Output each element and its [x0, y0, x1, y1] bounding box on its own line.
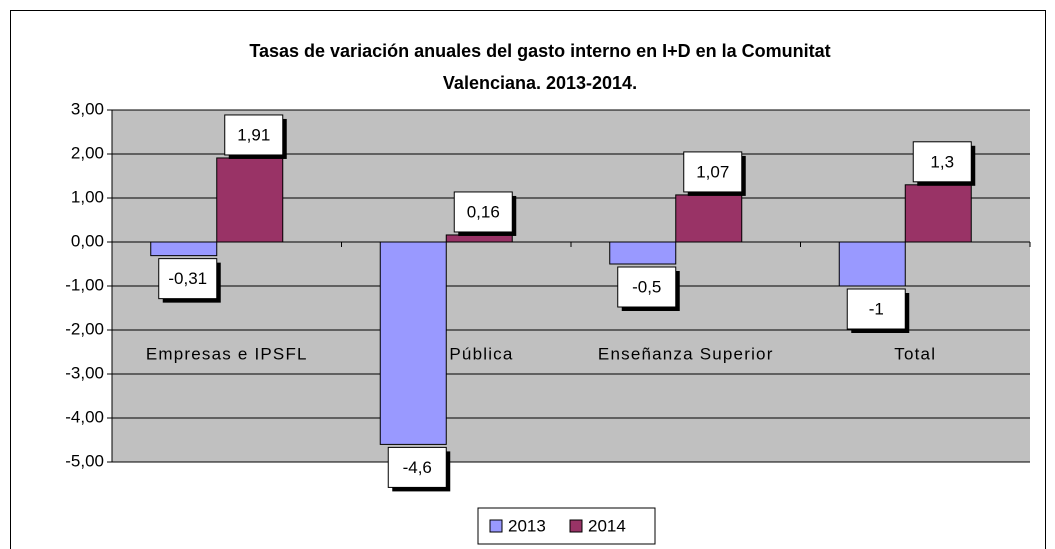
label-box	[453, 191, 513, 233]
bar	[838, 241, 906, 287]
label-box	[158, 258, 218, 300]
data-label: -0,31	[168, 269, 207, 288]
y-tick-label: -3,00	[65, 363, 104, 382]
data-label: -0,5	[632, 277, 661, 296]
data-label: 1,3	[930, 152, 954, 171]
label-box	[617, 266, 677, 308]
label-box	[387, 446, 447, 488]
data-label: -1	[869, 299, 884, 318]
y-tick-label: -2,00	[65, 319, 104, 338]
label-box	[683, 151, 743, 193]
y-tick-label: -4,00	[65, 407, 104, 426]
legend-label: 2013	[508, 516, 546, 535]
legend-swatch	[569, 519, 583, 533]
x-tick-label: Enseñanza Superior	[598, 344, 774, 363]
label-box	[912, 141, 972, 183]
bar	[150, 241, 218, 257]
bar	[609, 241, 677, 265]
chart-title: Tasas de variación anuales del gasto int…	[249, 41, 830, 61]
x-tick-label: Total	[894, 344, 936, 363]
y-tick-label: 1,00	[71, 187, 104, 206]
x-tick-label: Empresas e IPSFL	[146, 344, 308, 363]
legend-label: 2014	[588, 516, 626, 535]
label-box	[846, 288, 906, 330]
data-label: -4,6	[403, 458, 432, 477]
y-tick-label: 0,00	[71, 231, 104, 250]
bar	[379, 241, 447, 445]
data-label: 1,07	[696, 162, 729, 181]
legend-box	[477, 507, 656, 545]
legend-swatch	[489, 519, 503, 533]
data-label: 1,91	[237, 125, 270, 144]
bar	[904, 184, 972, 243]
y-tick-label: 3,00	[71, 99, 104, 118]
y-tick-label: -5,00	[65, 451, 104, 470]
bar	[445, 234, 513, 243]
bar	[216, 157, 284, 243]
chart-title: Valenciana. 2013-2014.	[443, 73, 637, 93]
y-tick-label: -1,00	[65, 275, 104, 294]
y-tick-label: 2,00	[71, 143, 104, 162]
bar	[675, 194, 743, 243]
data-label: 0,16	[467, 202, 500, 221]
label-box	[224, 114, 284, 156]
